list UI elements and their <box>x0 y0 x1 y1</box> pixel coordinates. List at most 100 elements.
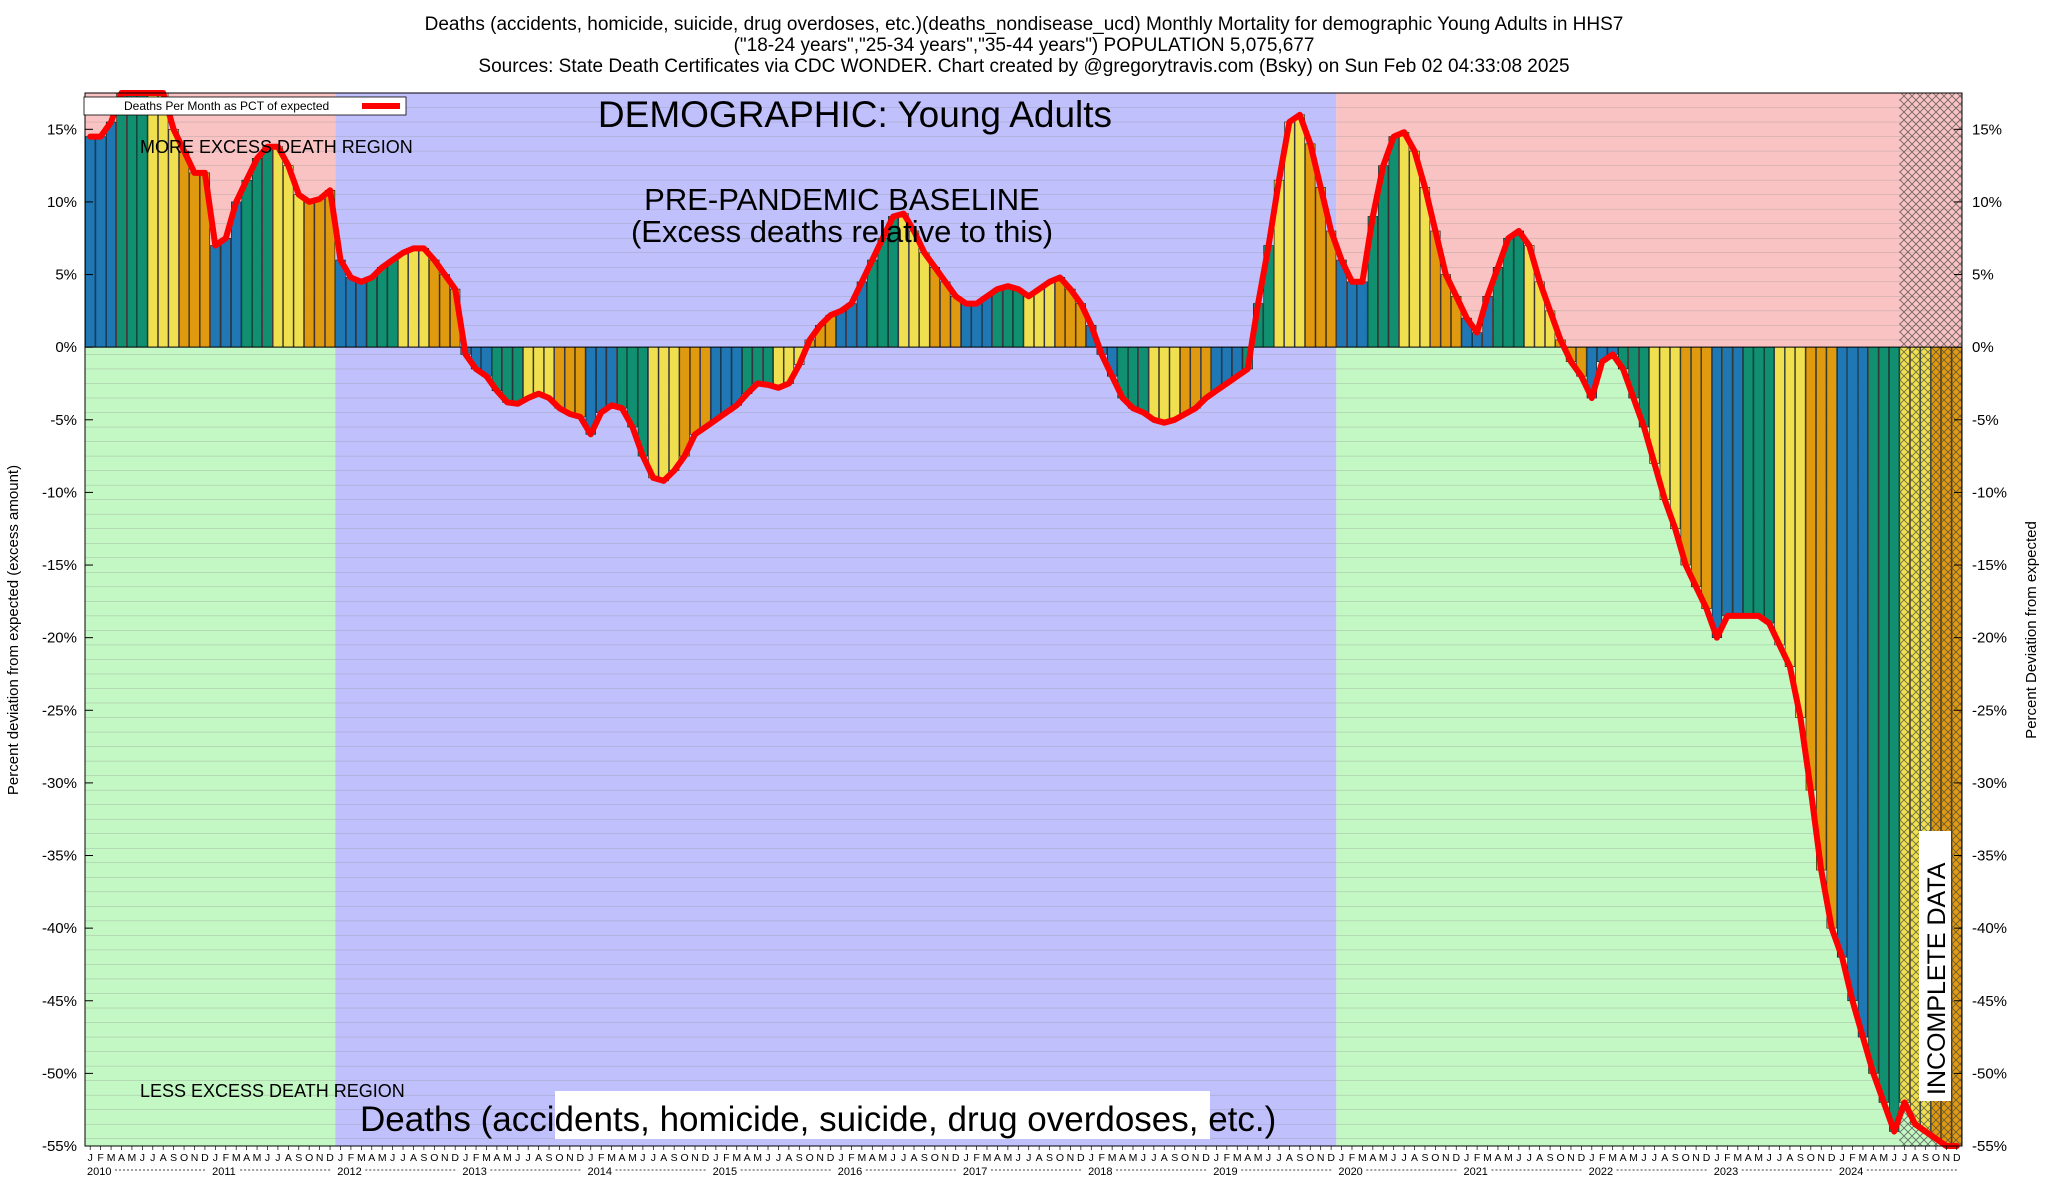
x-tick-label: F <box>1349 1152 1355 1164</box>
bar <box>1013 288 1024 348</box>
bar <box>752 346 763 384</box>
x-tick-label: J <box>265 1152 270 1164</box>
bar <box>147 92 158 348</box>
background-regions <box>85 93 1962 1146</box>
incomplete-data-text: INCOMPLETE DATA <box>1923 862 1951 1095</box>
bar <box>137 92 148 348</box>
y-tick-label-left: -55% <box>42 1138 77 1155</box>
bar <box>1784 346 1796 668</box>
x-tick-label: A <box>535 1152 542 1164</box>
bar <box>669 346 680 471</box>
x-tick-label: O <box>931 1152 939 1164</box>
bar <box>1763 346 1775 624</box>
year-label: 2018 <box>1088 1166 1112 1178</box>
bar <box>773 346 784 389</box>
x-tick-label: M <box>1358 1152 1367 1164</box>
year-label: 2021 <box>1463 1166 1487 1178</box>
x-tick-label: J <box>150 1152 155 1164</box>
bar <box>961 303 972 348</box>
bar <box>1388 136 1399 348</box>
x-tick-label: M <box>107 1152 116 1164</box>
x-tick-label: J <box>1527 1152 1532 1164</box>
y-tick-label-right: -20% <box>1972 630 2007 647</box>
y-tick-label-left: -5% <box>50 412 77 429</box>
baseline-label-line-1: PRE-PANDEMIC BASELINE <box>644 182 1040 217</box>
bar <box>992 288 1003 348</box>
x-tick-label: M <box>1754 1152 1763 1164</box>
x-tick-label: A <box>1411 1152 1418 1164</box>
bar <box>356 281 367 348</box>
x-tick-label: J <box>1516 1152 1521 1164</box>
x-tick-label: F <box>348 1152 354 1164</box>
x-tick-label: M <box>1108 1152 1117 1164</box>
x-tick-label: F <box>723 1152 729 1164</box>
plot-frame <box>84 92 1963 1147</box>
bar <box>762 346 774 386</box>
x-tick-label: A <box>1661 1152 1668 1164</box>
x-tick-label: S <box>1421 1152 1428 1164</box>
bar <box>1826 346 1837 929</box>
bar <box>564 346 576 415</box>
x-tick-label: F <box>1599 1152 1605 1164</box>
bar <box>689 346 701 435</box>
y-tick-label-left: -25% <box>42 702 77 719</box>
y-tick-label-left: 10% <box>47 194 77 211</box>
x-tick-label: A <box>994 1152 1001 1164</box>
bar <box>1878 346 1889 1103</box>
x-tick-label: S <box>1296 1152 1303 1164</box>
more-excess-region-label: MORE EXCESS DEATH REGION <box>140 137 413 157</box>
x-tick-label: N <box>816 1152 824 1164</box>
bar <box>314 198 325 348</box>
x-tick-label: J <box>588 1152 593 1164</box>
x-tick-label: M <box>1629 1152 1638 1164</box>
bar <box>523 346 534 399</box>
bar <box>700 346 711 428</box>
demographic-label: DEMOGRAPHIC: Young Adults <box>598 94 1112 135</box>
x-tick-label: J <box>1777 1152 1782 1164</box>
x-tick-label: J <box>776 1152 781 1164</box>
legend: Deaths Per Month as PCT of expected <box>83 96 407 116</box>
x-tick-label: D <box>1327 1152 1335 1164</box>
x-tick-label: J <box>275 1152 280 1164</box>
year-label: 2024 <box>1839 1166 1863 1178</box>
bar <box>1211 346 1222 392</box>
bar <box>126 92 138 348</box>
incomplete-data-label-box <box>1919 831 1951 1101</box>
horizontal-gridlines <box>85 92 1962 1139</box>
year-label: 2010 <box>87 1166 111 1178</box>
bar <box>387 259 398 348</box>
x-tick-label: M <box>1733 1152 1742 1164</box>
x-tick-label: M <box>232 1152 241 1164</box>
x-tick-label: A <box>1036 1152 1043 1164</box>
bar <box>1138 346 1149 413</box>
bar <box>512 346 523 405</box>
x-tick-label: J <box>1902 1152 1907 1164</box>
bar <box>1847 346 1858 1002</box>
x-tick-label: O <box>430 1152 438 1164</box>
y-tick-label-right: -40% <box>1972 920 2007 937</box>
x-tick-label: D <box>201 1152 209 1164</box>
x-tick-label: D <box>577 1152 585 1164</box>
bar <box>648 346 659 479</box>
x-tick-label: N <box>941 1152 949 1164</box>
chart-title-line-2: ("18-24 years","25-34 years","35-44 year… <box>733 35 1315 56</box>
bar <box>377 266 388 348</box>
x-tick-label: A <box>785 1152 792 1164</box>
x-tick-label: M <box>1379 1152 1388 1164</box>
bar <box>1294 114 1305 348</box>
y-tick-label-left: -20% <box>42 630 77 647</box>
x-tick-label: M <box>607 1152 616 1164</box>
x-tick-label: M <box>878 1152 887 1164</box>
bar <box>1680 346 1691 566</box>
y-axis-left-ticks: 15% 10% 5% 0% -5% -10% -15% -20% -25% -30% -35% -40… <box>42 121 93 1155</box>
x-tick-label: M <box>857 1152 866 1164</box>
year-label: 2020 <box>1338 1166 1362 1178</box>
bar <box>1002 285 1013 348</box>
x-tick-label: S <box>1797 1152 1804 1164</box>
year-label: 2019 <box>1213 1166 1237 1178</box>
bar <box>439 274 450 348</box>
x-tick-label: N <box>191 1152 199 1164</box>
x-tick-label: J <box>1276 1152 1281 1164</box>
y-tick-label-left: -50% <box>42 1065 77 1082</box>
bar <box>1127 346 1139 409</box>
